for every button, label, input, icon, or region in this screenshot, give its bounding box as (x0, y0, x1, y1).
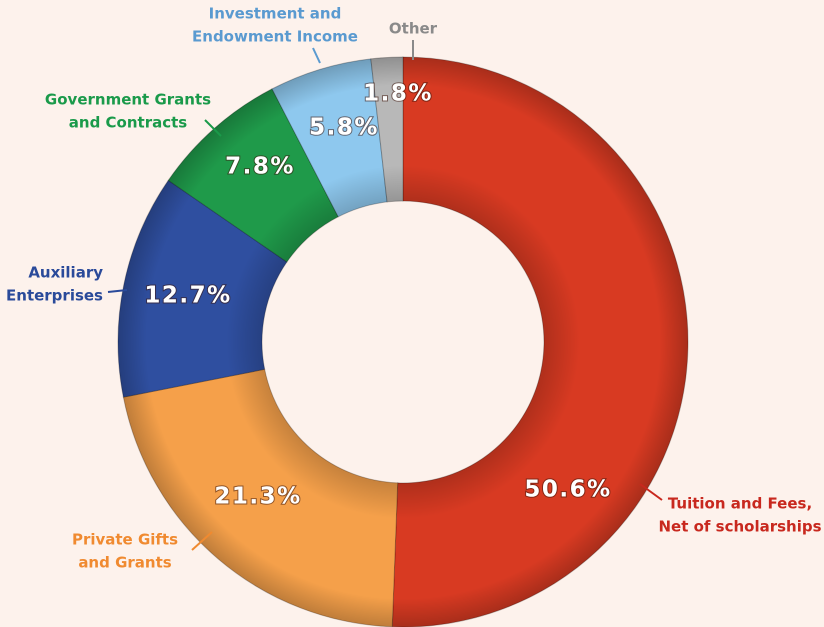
category-label: Endowment Income (192, 28, 358, 46)
value-label: 7.8% (225, 154, 295, 180)
category-label: Enterprises (6, 287, 103, 305)
category-label: Government Grants (45, 91, 211, 109)
leader-line (191, 531, 213, 551)
value-label: 50.6% (524, 477, 611, 503)
leader-line (312, 47, 321, 64)
leader-line (204, 119, 222, 137)
value-label: 21.3% (214, 484, 301, 510)
category-label: and Contracts (69, 114, 188, 132)
category-label: Net of scholarships (658, 518, 821, 536)
donut-segment (391, 56, 689, 627)
leader-line (639, 483, 663, 501)
value-label: 12.7% (144, 283, 231, 309)
category-label: Tuition and Fees, (668, 495, 812, 513)
category-label: and Grants (78, 554, 171, 572)
value-label: 1.8% (363, 81, 433, 107)
category-label: Auxiliary (28, 264, 103, 282)
value-label: 5.8% (309, 115, 379, 141)
leader-line (107, 289, 128, 293)
category-label: Other (389, 20, 438, 38)
category-label: Private Gifts (72, 531, 178, 549)
category-label: Investment and (209, 5, 342, 23)
